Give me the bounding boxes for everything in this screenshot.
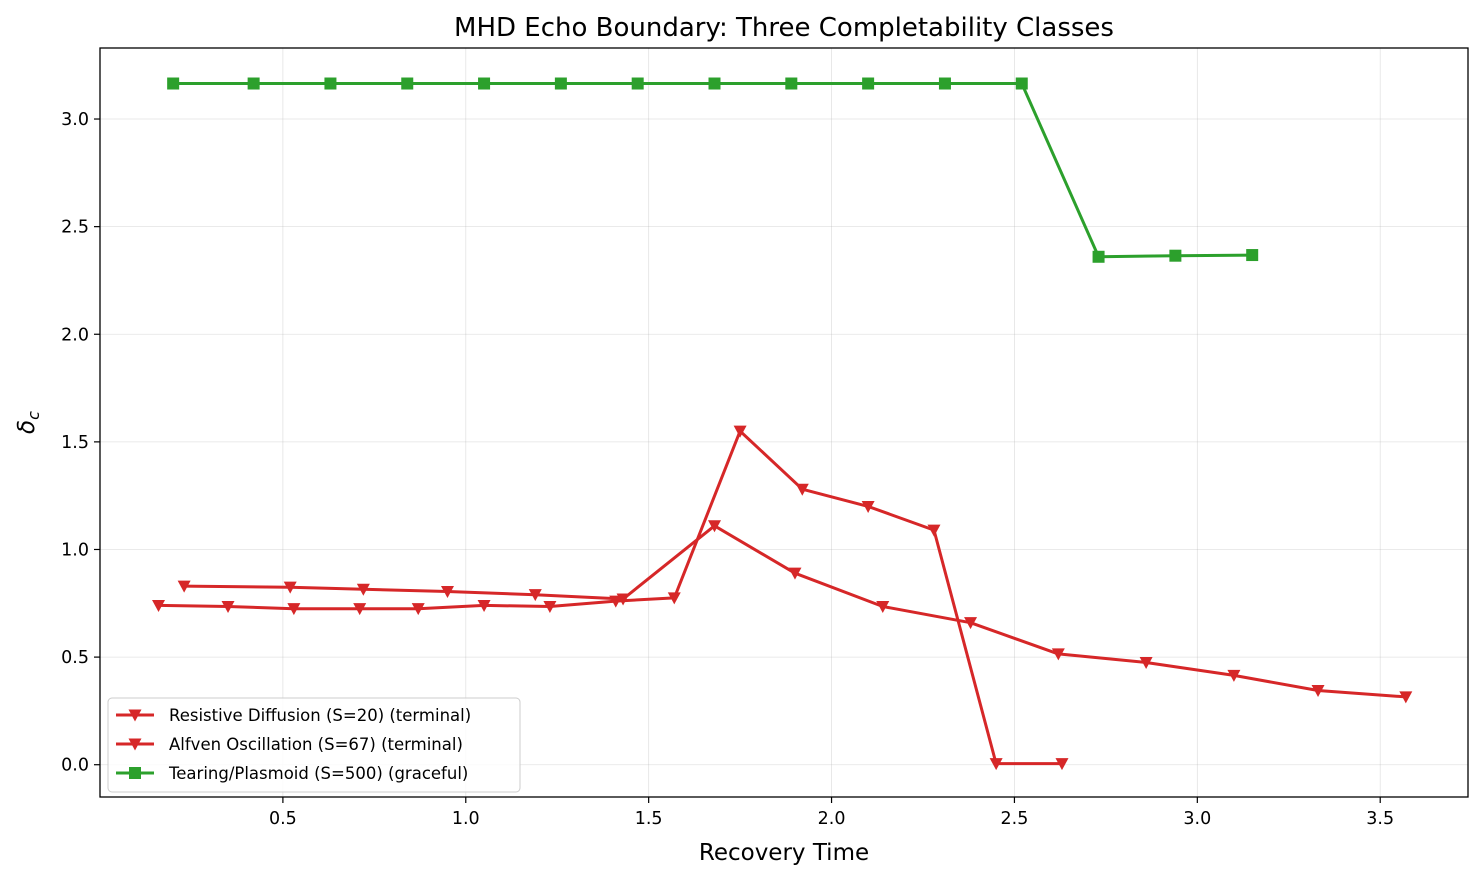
y-tick-label: 1.0 xyxy=(61,540,89,560)
x-tick-label: 2.0 xyxy=(818,809,846,829)
ticks: 0.5 1.0 1.5 2.0 2.5 3.0 3.5 0.0 0.5 1.0 1.5 2.0 2.5 3… xyxy=(61,110,1394,829)
data-point xyxy=(353,603,367,616)
x-tick-label: 3.0 xyxy=(1183,809,1211,829)
x-tick-label: 1.0 xyxy=(452,809,480,829)
y-tick-label: 2.5 xyxy=(61,218,89,238)
y-axis-label-subscript: c xyxy=(24,411,43,420)
data-point xyxy=(287,603,301,616)
legend: Resistive Diffusion (S=20) (terminal) Alf… xyxy=(107,697,521,793)
data-point xyxy=(356,583,370,596)
data-point xyxy=(477,599,491,612)
data-point xyxy=(708,77,721,90)
data-point xyxy=(1139,656,1153,669)
legend-marker xyxy=(129,767,141,779)
data-point xyxy=(411,603,425,616)
y-tick-label: 0.0 xyxy=(61,756,89,776)
data-point xyxy=(862,77,875,90)
data-point xyxy=(938,77,951,90)
legend-label: Resistive Diffusion (S=20) (terminal) xyxy=(169,706,471,725)
data-point xyxy=(1055,758,1069,771)
data-point xyxy=(543,601,557,614)
y-axis-label: δc xyxy=(14,411,43,434)
legend-label: Alfven Oscillation (S=67) (terminal) xyxy=(169,735,463,754)
series-3 xyxy=(167,77,1259,263)
data-point xyxy=(177,580,191,593)
x-axis-label: Recovery Time xyxy=(699,840,869,866)
data-point xyxy=(1092,250,1105,263)
x-tick-label: 1.5 xyxy=(635,809,663,829)
data-point xyxy=(1051,648,1065,661)
data-point xyxy=(667,592,681,605)
y-tick-label: 3.0 xyxy=(61,110,89,130)
data-point xyxy=(631,77,644,90)
data-point xyxy=(401,77,414,90)
data-point xyxy=(876,601,890,614)
data-point xyxy=(1015,77,1028,90)
data-point xyxy=(861,500,875,513)
legend-label: Tearing/Plasmoid (S=500) (graceful) xyxy=(168,764,468,783)
legend-marker xyxy=(128,709,142,722)
data-point xyxy=(1311,684,1325,697)
data-point xyxy=(795,483,809,496)
data-point xyxy=(785,77,798,90)
data-point xyxy=(927,524,941,537)
data-point xyxy=(283,581,297,594)
y-axis-label-main: δ xyxy=(14,420,40,434)
data-point xyxy=(964,617,978,630)
x-tick-label: 0.5 xyxy=(269,809,297,829)
legend-item: Tearing/Plasmoid (S=500) (graceful) xyxy=(116,764,468,783)
data-point xyxy=(167,77,180,90)
data-point xyxy=(788,567,802,580)
series-1 xyxy=(152,425,1069,771)
data-point xyxy=(989,758,1003,771)
data-point xyxy=(221,601,235,614)
series-layer xyxy=(152,77,1413,771)
data-point xyxy=(528,589,542,602)
data-point xyxy=(733,425,747,438)
data-point xyxy=(708,520,722,533)
data-point xyxy=(1227,669,1241,682)
x-tick-label: 3.5 xyxy=(1366,809,1394,829)
data-point xyxy=(1399,691,1413,704)
data-point xyxy=(616,593,630,606)
data-point xyxy=(247,77,260,90)
data-point xyxy=(152,599,166,612)
chart-title: MHD Echo Boundary: Three Completability … xyxy=(454,13,1114,43)
series-2 xyxy=(177,520,1413,704)
x-tick-label: 2.5 xyxy=(1001,809,1029,829)
legend-item: Alfven Oscillation (S=67) (terminal) xyxy=(116,735,463,754)
data-point xyxy=(1246,249,1259,262)
y-tick-label: 0.5 xyxy=(61,648,89,668)
legend-marker xyxy=(128,738,142,751)
y-tick-label: 1.5 xyxy=(61,433,89,453)
data-point xyxy=(440,585,454,598)
data-point xyxy=(324,77,337,90)
data-point xyxy=(554,77,567,90)
y-tick-label: 2.0 xyxy=(61,325,89,345)
data-point xyxy=(478,77,491,90)
legend-box xyxy=(107,697,521,793)
legend-item: Resistive Diffusion (S=20) (terminal) xyxy=(116,706,471,725)
data-point xyxy=(1169,249,1182,262)
plot-frame xyxy=(99,47,1469,798)
